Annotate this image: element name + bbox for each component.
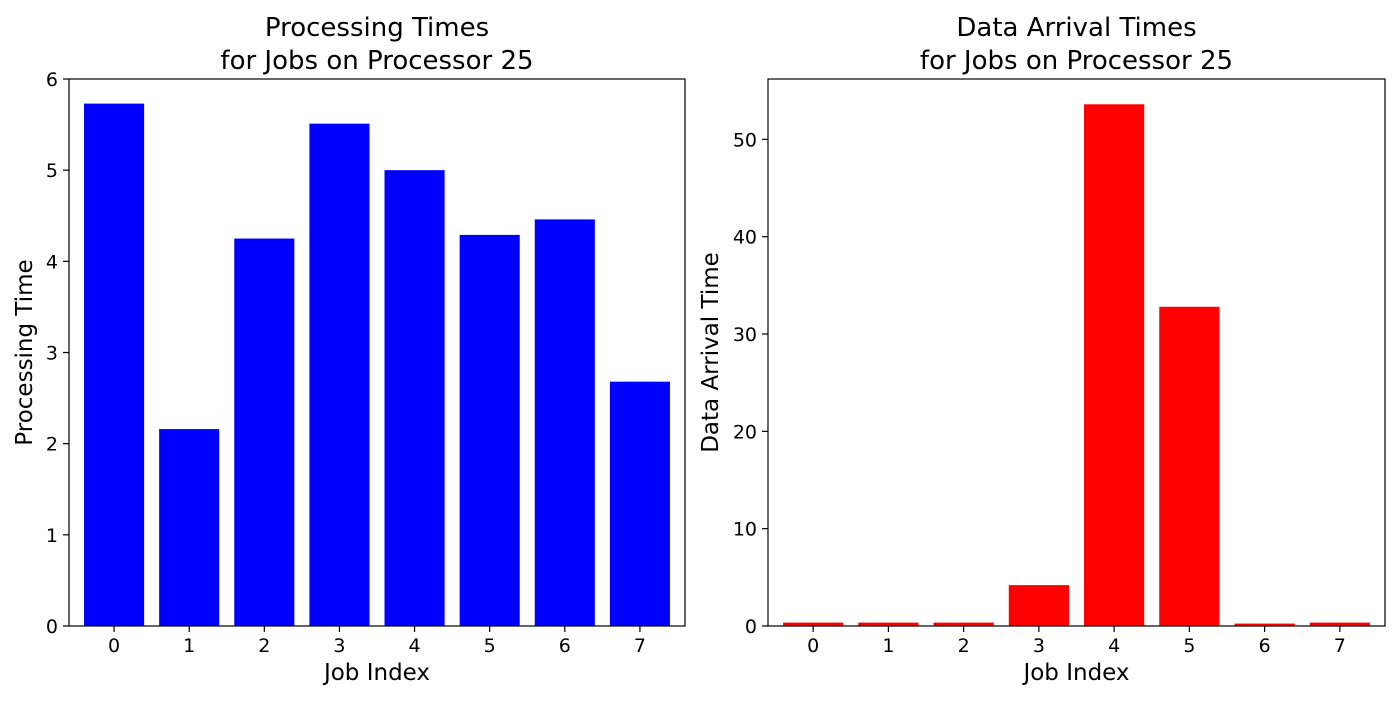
chart-title-line: for Jobs on Processor 25 (920, 46, 1233, 76)
x-tick-label: 7 (1334, 635, 1346, 657)
x-tick-label: 2 (958, 635, 970, 657)
chart-title-line: for Jobs on Processor 25 (220, 46, 533, 76)
x-tick-label: 1 (183, 635, 195, 657)
x-tick-label: 5 (1183, 635, 1195, 657)
chart-title-line: Data Arrival Times (956, 13, 1196, 43)
y-tick-label: 0 (745, 616, 757, 638)
y-tick-label: 6 (46, 69, 58, 91)
axes-frame (768, 79, 1385, 626)
figure: 0 1 2 3 4 5 6 7 0 1 2 3 4 5 6 Processing Times for Jobs … (0, 0, 1400, 700)
x-tick-label: 4 (1108, 635, 1120, 657)
x-tick-label: 2 (258, 635, 270, 657)
y-tick-label: 10 (733, 519, 757, 541)
x-tick-label: 6 (1259, 635, 1271, 657)
bar-7 (610, 382, 670, 626)
chart-canvas: 0 1 2 3 4 5 6 70123456Processing Timesfor Jobs … (0, 0, 1400, 700)
bar-4 (385, 170, 445, 626)
bar-1 (159, 429, 219, 626)
y-tick-label: 2 (46, 434, 58, 456)
y-axis-label: Data Arrival Time (698, 252, 724, 453)
bar-3 (309, 124, 369, 626)
x-tick-label: 0 (807, 635, 819, 657)
bar-5 (1159, 307, 1219, 626)
subplot-1: 0 1 2 3 4 5 6 7 0 10 20 30 40 50 Data Arrival Timesfor… (698, 13, 1385, 686)
bar-4 (1084, 104, 1144, 626)
x-axis-label: Job Index (322, 660, 430, 686)
y-tick-label: 30 (733, 324, 757, 346)
bar-5 (460, 235, 520, 626)
x-tick-label: 7 (634, 635, 646, 657)
y-axis-label: Processing Time (12, 259, 38, 445)
y-tick-label: 5 (46, 160, 58, 182)
x-tick-label: 1 (882, 635, 894, 657)
x-tick-label: 5 (484, 635, 496, 657)
chart-title-line: Processing Times (265, 13, 489, 43)
y-tick-label: 4 (46, 251, 58, 273)
x-axis-label: Job Index (1021, 660, 1129, 686)
y-tick-label: 50 (733, 129, 757, 151)
y-tick-label: 1 (46, 525, 58, 547)
bar-2 (234, 239, 294, 626)
x-tick-label: 0 (108, 635, 120, 657)
y-tick-label: 20 (733, 421, 757, 443)
x-tick-label: 4 (409, 635, 421, 657)
bar-0 (84, 104, 144, 626)
x-tick-label: 3 (1033, 635, 1045, 657)
y-tick-label: 0 (46, 616, 58, 638)
x-tick-label: 3 (333, 635, 345, 657)
bar-6 (535, 219, 595, 626)
y-tick-label: 40 (733, 227, 757, 249)
y-tick-label: 3 (46, 343, 58, 365)
x-tick-label: 6 (559, 635, 571, 657)
bar-3 (1009, 585, 1069, 626)
